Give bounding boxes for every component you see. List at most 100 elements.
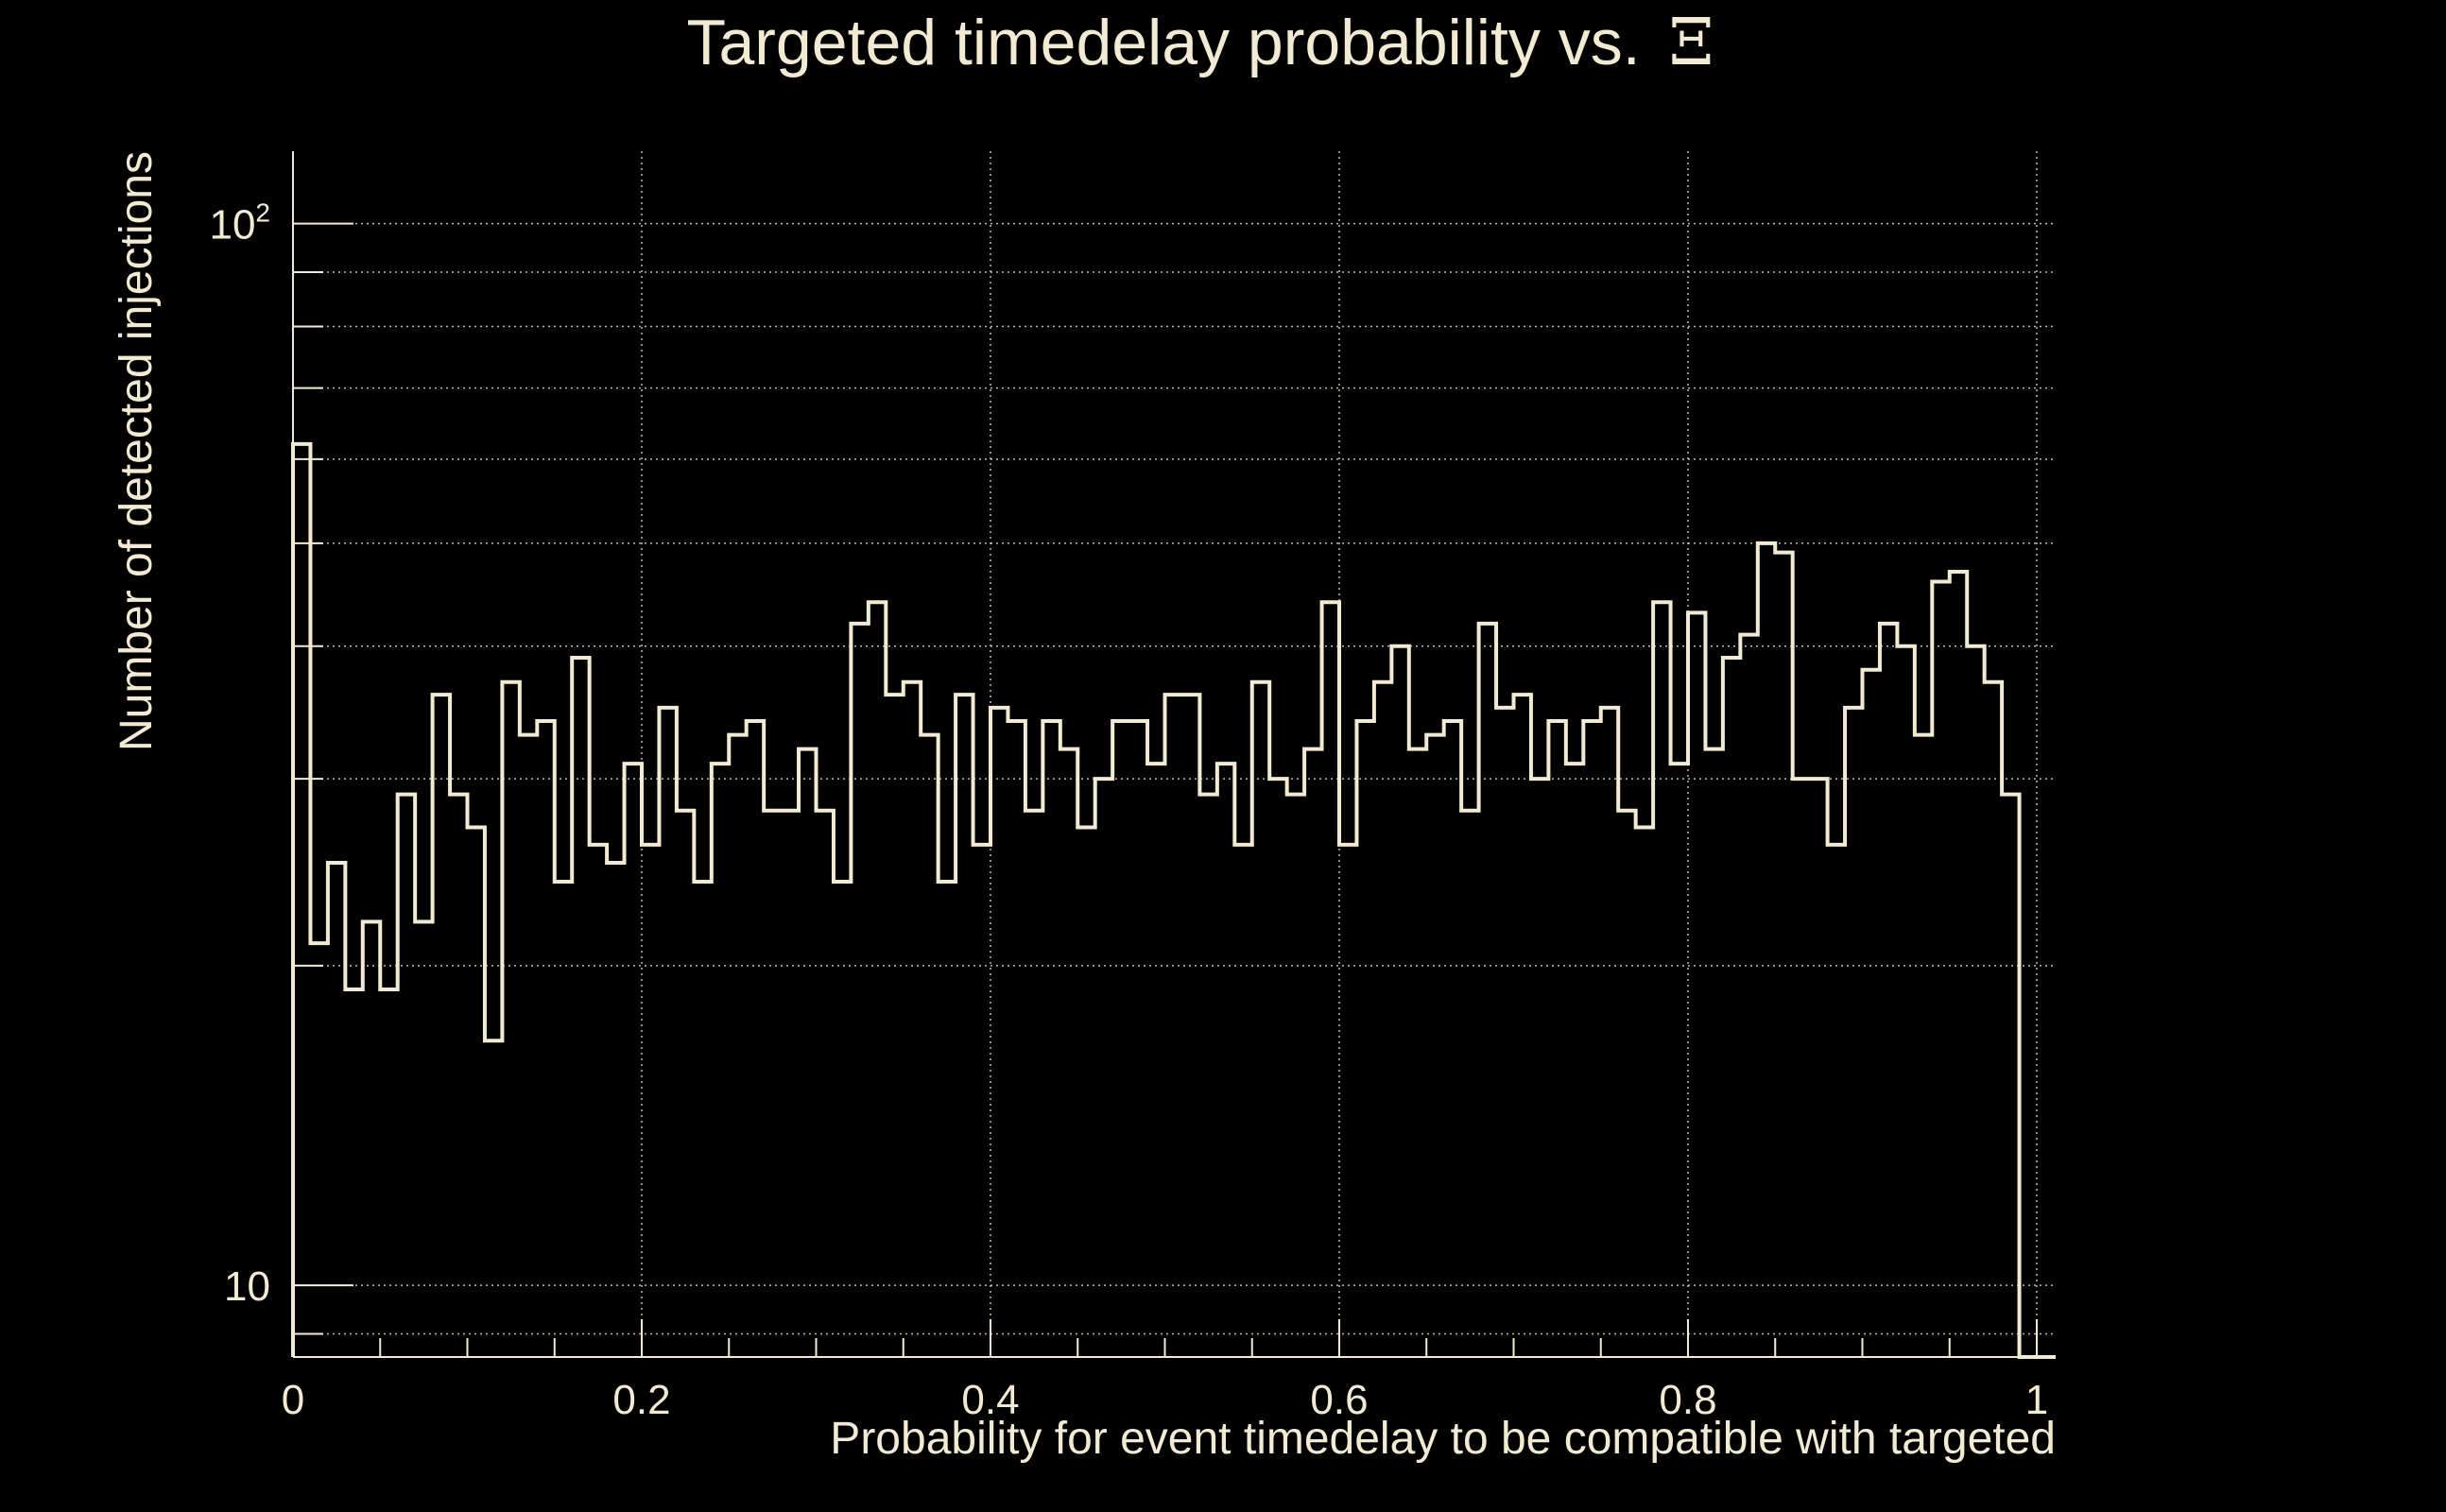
x-tick-label: 0.6 [1310,1377,1368,1423]
histogram-bin [1618,811,1635,1357]
histogram-bin [1287,795,1304,1357]
histogram-bin [1252,682,1269,1357]
histogram-bin [328,863,345,1357]
histogram-bin [433,695,450,1357]
histogram-bin [1932,582,1949,1357]
histogram-bin [956,695,973,1357]
histogram-bin [2002,795,2019,1357]
histogram-bin [1479,624,1496,1357]
histogram-bin [712,764,729,1357]
histogram-bin [1950,572,1967,1357]
histogram-bin [310,943,327,1357]
histogram-bin [1444,721,1461,1357]
histogram-bin [694,882,711,1357]
histogram-bin [1915,735,1932,1357]
histogram-step-line [291,441,2056,1359]
histogram-bin [625,764,642,1357]
histogram-bin [572,658,589,1357]
histogram-bin [345,989,362,1357]
histogram-bin [1042,721,1059,1357]
histogram-bin [1130,721,1147,1357]
histogram-bin [502,682,519,1357]
histogram-bin [590,845,607,1357]
y-tick-label: 10 [224,1263,270,1310]
x-tick-label: 0 [282,1377,304,1423]
histogram-bin [1095,779,1112,1357]
histogram-bin [1636,827,1653,1357]
histogram-bin [1008,721,1025,1357]
histogram-bin [1356,721,1373,1357]
histogram-bin [1514,695,1531,1357]
histogram-bin [764,811,781,1357]
histogram-bin [659,708,676,1357]
histogram-bin [1391,646,1408,1357]
histogram-bin [939,882,956,1357]
histogram-bin [1234,845,1251,1357]
histogram-bin [1583,721,1600,1357]
histogram-bin [1217,764,1234,1357]
histogram-bin [886,695,903,1357]
y-tick-label: 102 [209,198,270,249]
histogram-bin [1182,695,1199,1357]
histogram-bin [520,735,537,1357]
x-tick-label: 0.2 [612,1377,670,1423]
y-axis-label: Number of detected injections [112,151,162,751]
histogram-bin [363,921,380,1357]
histogram-bin [1199,795,1216,1357]
histogram-bin [1740,635,1757,1357]
chart-title: Targeted timedelay probability vs. Ξ [686,6,1714,80]
histogram-bin [677,811,694,1357]
histogram-bin [990,708,1008,1357]
histogram-bin [1269,779,1286,1357]
histogram-bin [1426,735,1443,1357]
x-axis-label: Probability for event timedelay to be co… [830,1414,2056,1464]
histogram-bin [1531,779,1548,1357]
histogram-bin [747,721,764,1357]
histogram-bin [398,795,415,1357]
histogram-bin [607,863,624,1357]
histogram-bin [1060,749,1077,1357]
histogram-bin [1077,827,1094,1357]
histogram-bin [1461,811,1478,1357]
histogram-bin [1025,811,1042,1357]
histogram-bin [1863,670,1880,1357]
x-tick-label: 0.4 [961,1377,1019,1423]
histogram-bin [642,845,659,1357]
histogram-bin [869,602,886,1357]
histogram-bin [851,624,868,1357]
tick-labels: 0 0.2 0.4 0.6 0.8 1 10 102 [209,198,2048,1423]
histogram-bin [1775,553,1792,1357]
histogram-bin [1897,646,1914,1357]
histogram-bin [921,735,938,1357]
histogram-bin [485,1040,502,1357]
histogram-bin [1548,721,1565,1357]
histogram-bin [782,811,799,1357]
histogram-bin [1758,543,1775,1357]
x-tick-label: 0.8 [1659,1377,1716,1423]
histogram-bin [555,882,572,1357]
histogram-bin [1496,708,1513,1357]
histogram-bin [537,721,554,1357]
histogram-bin [1967,646,1984,1357]
histogram-bin [1165,695,1182,1357]
histogram-bin [973,845,990,1357]
histogram-bin [834,882,851,1357]
histogram-bin [1985,682,2002,1357]
histogram-bin [1828,845,1845,1357]
histogram-bin [380,989,397,1357]
histogram-bin [468,827,485,1357]
histogram-bin [293,444,310,1357]
histogram-bin [1374,682,1391,1357]
histogram-bin [799,749,816,1357]
histogram-bin [1112,721,1129,1357]
histogram-bin [1304,749,1321,1357]
histogram-bin [415,921,432,1357]
histogram-bin [1339,845,1356,1357]
x-tick-label: 1 [2025,1377,2048,1423]
histogram-bin [450,795,467,1357]
histogram-bin [1880,624,1897,1357]
histogram-bin [1147,764,1164,1357]
histogram-bin [904,682,921,1357]
histogram-bin [1705,749,1722,1357]
